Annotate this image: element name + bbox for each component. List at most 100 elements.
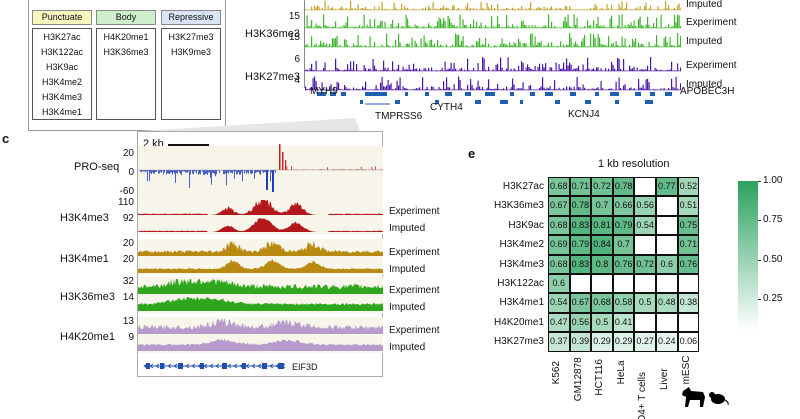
heatmap-cell: 0.83 xyxy=(569,254,592,274)
colorbar-gradient xyxy=(738,181,758,331)
c-track-imputed-label: Imputed xyxy=(389,264,426,275)
heatmap-cell: 0.41 xyxy=(612,312,635,333)
heatmap-cell: 0.79 xyxy=(569,235,592,255)
heatmap-col-label: GM12878 xyxy=(572,356,584,401)
heatmap-cell: 0.67 xyxy=(548,196,570,216)
heatmap-cell: 0.7 xyxy=(612,235,635,255)
heatmap-row-label: H3K9ac xyxy=(508,219,544,231)
heatmap-cell: 0.58 xyxy=(612,293,635,313)
scale-bar xyxy=(168,144,209,146)
track-experiment-signal xyxy=(305,57,681,72)
c-track-imputed-label: Imputed xyxy=(389,342,426,353)
mark-item: H3K36me3 xyxy=(103,47,149,57)
mark-item: H3K4me2 xyxy=(41,77,83,87)
panel-c-letter: c xyxy=(2,131,10,146)
panel-c-signal xyxy=(138,144,383,369)
heatmap-cell: 0.39 xyxy=(569,332,592,352)
mark-item: H3K27me3 xyxy=(168,32,214,42)
mark-item: H3K4me1 xyxy=(41,107,83,117)
c-track-imputed-label: Imputed xyxy=(389,223,426,234)
c-track-signal xyxy=(138,317,383,353)
heatmap-cell: 0.72 xyxy=(634,254,656,274)
heatmap-cell: 0.7 xyxy=(591,196,613,216)
track-scale-bottom: 4 xyxy=(294,75,300,86)
heatmap-row-label: H4K20me1 xyxy=(493,316,544,328)
c-track-scale-bottom: 20 xyxy=(122,254,134,265)
c-track-scale-top: 20 xyxy=(122,238,134,249)
track-mark-label: H3K27me3 xyxy=(245,71,301,83)
c-track-mark-label: H4K20me1 xyxy=(60,331,116,343)
c-track-scale-top: 13 xyxy=(122,316,134,327)
mark-item: H3K9ac xyxy=(45,62,79,72)
heatmap-cell: 0.68 xyxy=(591,293,613,313)
pro-seq-label: PRO-seq xyxy=(74,161,120,173)
mouse-silhouette-icon xyxy=(709,392,729,406)
heatmap-cell: 0.69 xyxy=(548,235,570,255)
heatmap-cell: 0.67 xyxy=(569,293,592,313)
heatmap-row-label: H3K4me2 xyxy=(499,239,544,251)
heatmap-cell: 0.72 xyxy=(591,177,613,197)
heatmap-cell xyxy=(591,274,613,294)
gene-label: KCNJ4 xyxy=(568,109,600,120)
panel-d-axis-line xyxy=(304,0,305,88)
heatmap-cell: 0.24 xyxy=(656,332,678,352)
zoom-connector xyxy=(140,118,360,131)
heatmap-cell xyxy=(656,235,678,255)
heatmap-cell: 0.37 xyxy=(548,332,570,352)
mark-item: H3K4me3 xyxy=(41,92,83,102)
heatmap-row-label: H3K4me3 xyxy=(499,258,544,270)
heatmap-cell xyxy=(656,215,678,236)
scale-bar-label: 2 kb xyxy=(143,138,164,150)
heatmap-cell xyxy=(634,274,656,294)
heatmap-cell: 0.83 xyxy=(569,215,592,236)
heatmap-cell: 0.29 xyxy=(591,332,613,352)
mark-item: H3K122ac xyxy=(40,47,84,57)
c-track-scale-top: 32 xyxy=(122,276,134,287)
heatmap-cell: 0.29 xyxy=(612,332,635,352)
c-track-experiment-label: Experiment xyxy=(389,325,440,336)
heatmap-cell: 0.66 xyxy=(612,196,635,216)
colorbar-tick-mark xyxy=(758,220,761,222)
heatmap-cell: 0.56 xyxy=(634,196,656,216)
c-track-imputed-label: Imputed xyxy=(389,302,426,313)
heatmap-cell xyxy=(656,312,678,333)
heatmap-cell: 0.75 xyxy=(677,215,700,236)
c-track-scale-bottom: 14 xyxy=(122,292,134,303)
colorbar-tick-mark xyxy=(758,299,761,301)
panel-d-signal xyxy=(305,0,681,105)
c-track-experiment-label: Experiment xyxy=(389,247,440,258)
track-experiment-label: Experiment xyxy=(686,17,737,28)
heatmap-col-label: mESC xyxy=(680,355,692,384)
category-list-body: H4K20me1 H3K36me3 xyxy=(96,28,156,120)
gene-label: TMPRSS6 xyxy=(375,111,423,122)
colorbar-tick-label: 1.00 xyxy=(763,175,783,186)
heatmap-cell: 0.52 xyxy=(677,177,700,197)
pro-seq-tick: 0 xyxy=(128,167,134,178)
pro-seq-signal xyxy=(138,144,383,192)
track-imputed-signal xyxy=(305,76,681,91)
pro-seq-tick: -60 xyxy=(119,186,134,197)
track-imputed-label: Imputed xyxy=(686,79,723,90)
heatmap-cell xyxy=(634,177,656,197)
gene-track xyxy=(317,92,672,105)
heatmap-col-label: K562 xyxy=(551,360,562,384)
c-track-scale-bottom: 92 xyxy=(122,213,134,224)
c-track-signal xyxy=(138,198,383,234)
heatmap-cell xyxy=(656,196,678,216)
heatmap-cell xyxy=(677,274,700,294)
colorbar-tick-mark xyxy=(758,259,761,261)
track-scale-top: 15 xyxy=(288,11,300,22)
c-track-scale-bottom: 9 xyxy=(128,332,134,343)
gene-eif3d-label: EIF3D xyxy=(292,362,318,372)
c-track-scale-top: 110 xyxy=(118,197,134,208)
heatmap-cell: 0.78 xyxy=(569,196,592,216)
heatmap-cell: 0.81 xyxy=(591,215,613,236)
heatmap-cell: 0.5 xyxy=(634,293,656,313)
heatmap-row-label: H3K27ac xyxy=(502,181,544,192)
mark-item: H3K9me3 xyxy=(170,47,212,57)
heatmap-cell: 0.6 xyxy=(548,274,570,294)
heatmap-cell: 0.68 xyxy=(548,177,570,197)
heatmap-col-label: HCT116 xyxy=(594,358,606,396)
heatmap-cell xyxy=(634,312,656,333)
gene-label: MYH9 xyxy=(310,86,338,97)
